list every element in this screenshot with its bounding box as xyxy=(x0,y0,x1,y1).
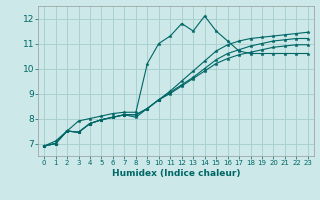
X-axis label: Humidex (Indice chaleur): Humidex (Indice chaleur) xyxy=(112,169,240,178)
